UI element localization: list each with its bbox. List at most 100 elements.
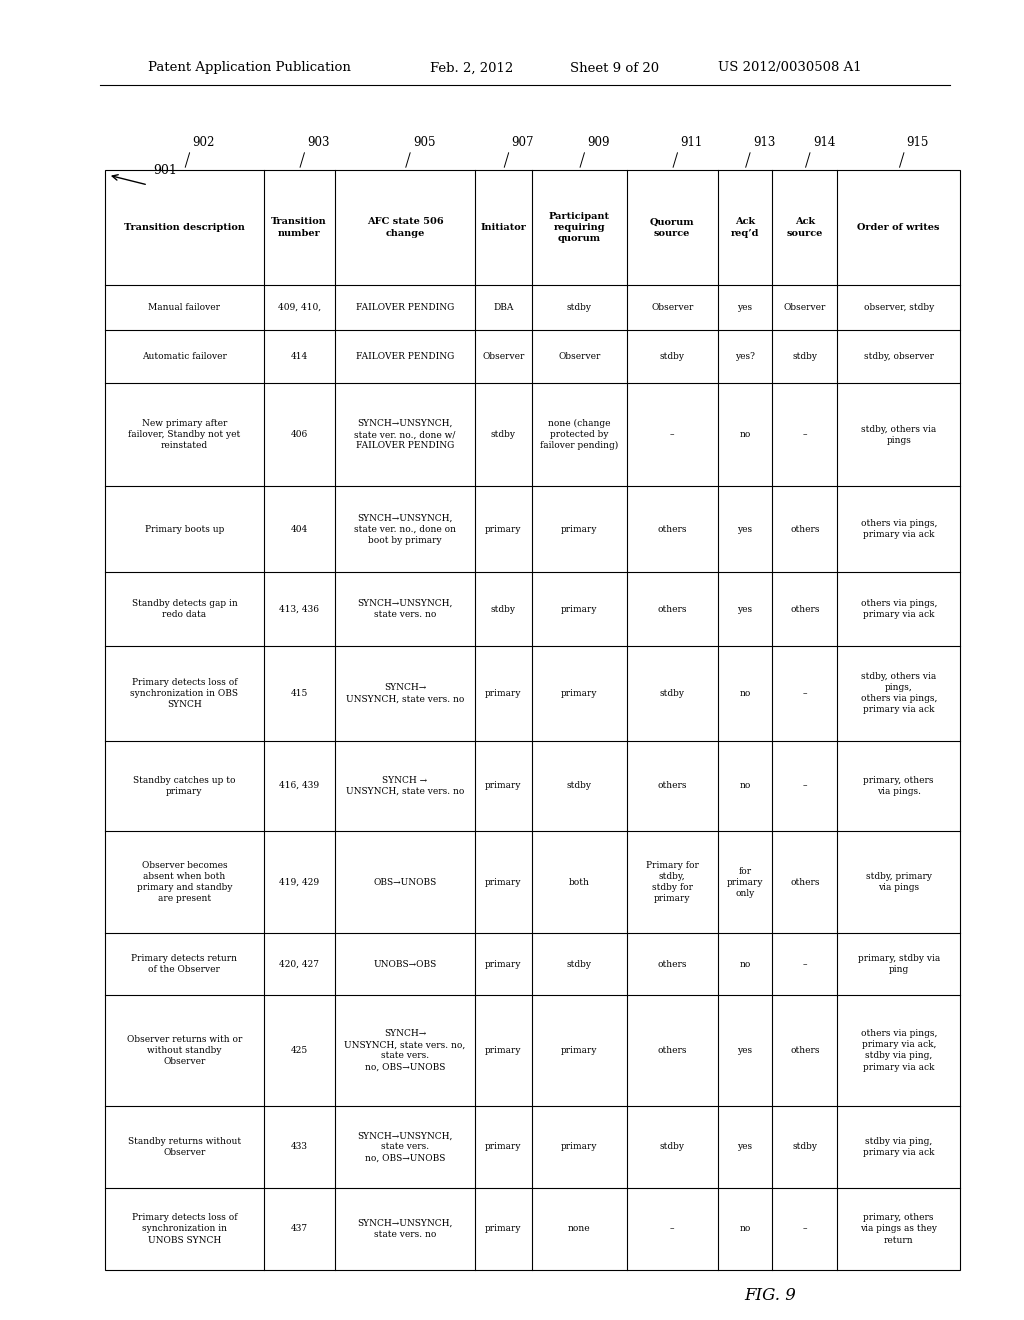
Text: 409, 410,: 409, 410,: [278, 304, 321, 312]
Text: Primary detects loss of
synchronization in
UNOBS SYNCH: Primary detects loss of synchronization …: [132, 1213, 238, 1245]
Text: 433: 433: [291, 1142, 308, 1151]
Text: Standby catches up to
primary: Standby catches up to primary: [133, 776, 236, 796]
Text: stdby via ping,
primary via ack: stdby via ping, primary via ack: [863, 1137, 935, 1156]
Text: Primary boots up: Primary boots up: [144, 524, 224, 533]
Text: others: others: [791, 605, 819, 614]
Text: OBS→UNOBS: OBS→UNOBS: [374, 878, 436, 887]
Text: –: –: [670, 430, 675, 440]
Text: no: no: [739, 1225, 751, 1233]
Text: 404: 404: [291, 524, 308, 533]
Text: AFC state 506
change: AFC state 506 change: [367, 218, 443, 238]
Text: primary, stdby via
ping: primary, stdby via ping: [858, 954, 940, 974]
Text: SYNCH→UNSYNCH,
state vers. no: SYNCH→UNSYNCH, state vers. no: [357, 599, 453, 619]
Text: US 2012/0030508 A1: US 2012/0030508 A1: [718, 62, 861, 74]
Text: stdby, others via
pings: stdby, others via pings: [861, 425, 936, 445]
Text: 414: 414: [291, 352, 308, 362]
Text: stdby: stdby: [659, 352, 685, 362]
Text: yes: yes: [737, 524, 753, 533]
Text: primary: primary: [561, 1142, 597, 1151]
Text: Observer: Observer: [482, 352, 524, 362]
Text: 911: 911: [680, 136, 702, 149]
Text: 907: 907: [511, 136, 534, 149]
Text: –: –: [803, 430, 807, 440]
Text: primary: primary: [561, 1045, 597, 1055]
Text: others: others: [791, 524, 819, 533]
Text: none (change
protected by
failover pending): none (change protected by failover pendi…: [540, 418, 618, 450]
Text: 903: 903: [307, 136, 330, 149]
Text: Observer: Observer: [558, 352, 600, 362]
Text: no: no: [739, 781, 751, 791]
Text: Initiator: Initiator: [480, 223, 526, 232]
Text: others: others: [657, 605, 687, 614]
Text: Participant
requiring
quorum: Participant requiring quorum: [549, 213, 609, 243]
Text: 905: 905: [413, 136, 435, 149]
Text: primary: primary: [561, 605, 597, 614]
Text: FAILOVER PENDING: FAILOVER PENDING: [355, 352, 455, 362]
Text: 425: 425: [291, 1045, 308, 1055]
Text: Quorum
source: Quorum source: [650, 218, 694, 238]
Text: both: both: [568, 878, 590, 887]
Text: Standby returns without
Observer: Standby returns without Observer: [128, 1137, 241, 1156]
Text: 437: 437: [291, 1225, 308, 1233]
Text: –: –: [670, 1225, 675, 1233]
Text: Order of writes: Order of writes: [857, 223, 940, 232]
Text: primary, others
via pings.: primary, others via pings.: [863, 776, 934, 796]
Text: primary, others
via pings as they
return: primary, others via pings as they return: [860, 1213, 937, 1245]
Text: stdby: stdby: [659, 1142, 685, 1151]
Text: SYNCH→UNSYNCH,
state vers.
no, OBS→UNOBS: SYNCH→UNSYNCH, state vers. no, OBS→UNOBS: [357, 1131, 453, 1163]
Text: Observer: Observer: [783, 304, 826, 312]
Text: –: –: [803, 781, 807, 791]
Text: primary: primary: [485, 689, 521, 698]
Text: Observer: Observer: [651, 304, 693, 312]
Text: –: –: [803, 960, 807, 969]
Text: Primary detects return
of the Observer: Primary detects return of the Observer: [131, 954, 238, 974]
Text: Transition description: Transition description: [124, 223, 245, 232]
Text: Primary detects loss of
synchronization in OBS
SYNCH: Primary detects loss of synchronization …: [130, 677, 239, 709]
Text: stdby: stdby: [566, 960, 592, 969]
Text: 420, 427: 420, 427: [280, 960, 319, 969]
Text: yes: yes: [737, 304, 753, 312]
Text: stdby: stdby: [566, 304, 592, 312]
Text: 902: 902: [193, 136, 215, 149]
Text: stdby: stdby: [793, 1142, 817, 1151]
Text: stdby, others via
pings,
others via pings,
primary via ack: stdby, others via pings, others via ping…: [860, 672, 937, 714]
Text: Ack
req’d: Ack req’d: [731, 218, 759, 238]
Text: Observer returns with or
without standby
Observer: Observer returns with or without standby…: [127, 1035, 242, 1067]
Text: yes: yes: [737, 1045, 753, 1055]
Text: stdby: stdby: [490, 605, 516, 614]
Text: primary: primary: [485, 1045, 521, 1055]
Text: yes?: yes?: [735, 352, 755, 362]
Text: SYNCH→
UNSYNCH, state vers. no,
state vers.
no, OBS→UNOBS: SYNCH→ UNSYNCH, state vers. no, state ve…: [344, 1030, 466, 1072]
Text: stdby, observer: stdby, observer: [863, 352, 934, 362]
Text: primary: primary: [485, 781, 521, 791]
Text: others: others: [791, 1045, 819, 1055]
Text: others: others: [657, 781, 687, 791]
Text: Patent Application Publication: Patent Application Publication: [148, 62, 351, 74]
Text: Automatic failover: Automatic failover: [142, 352, 227, 362]
Text: Transition
number: Transition number: [271, 218, 327, 238]
Text: stdby: stdby: [659, 689, 685, 698]
Text: UNOBS→OBS: UNOBS→OBS: [374, 960, 436, 969]
Text: 406: 406: [291, 430, 308, 440]
Text: for
primary
only: for primary only: [727, 866, 763, 898]
Text: stdby: stdby: [490, 430, 516, 440]
Text: SYNCH→UNSYNCH,
state ver. no., done w/
FAILOVER PENDING: SYNCH→UNSYNCH, state ver. no., done w/ F…: [354, 420, 456, 450]
Text: 913: 913: [753, 136, 775, 149]
Text: SYNCH→UNSYNCH,
state ver. no., done on
boot by primary: SYNCH→UNSYNCH, state ver. no., done on b…: [354, 513, 456, 545]
Text: others: others: [791, 878, 819, 887]
Text: FIG. 9: FIG. 9: [744, 1287, 796, 1304]
Text: New primary after
failover, Standby not yet
reinstated: New primary after failover, Standby not …: [128, 420, 241, 450]
Text: primary: primary: [561, 689, 597, 698]
Text: others via pings,
primary via ack: others via pings, primary via ack: [860, 519, 937, 539]
Text: primary: primary: [485, 1225, 521, 1233]
Text: DBA: DBA: [494, 304, 514, 312]
Text: no: no: [739, 960, 751, 969]
Text: stdby, primary
via pings: stdby, primary via pings: [865, 873, 932, 892]
Text: others: others: [657, 524, 687, 533]
Text: 415: 415: [291, 689, 308, 698]
Text: stdby: stdby: [793, 352, 817, 362]
Text: others via pings,
primary via ack,
stdby via ping,
primary via ack: others via pings, primary via ack, stdby…: [860, 1030, 937, 1072]
Text: observer, stdby: observer, stdby: [863, 304, 934, 312]
Text: primary: primary: [561, 524, 597, 533]
Text: others: others: [657, 1045, 687, 1055]
